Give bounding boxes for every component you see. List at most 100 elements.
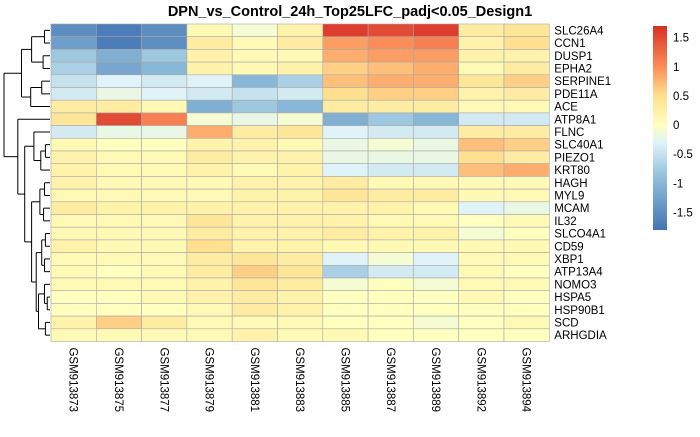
heatmap-cell — [322, 61, 369, 76]
row-label: HAGH — [554, 178, 587, 190]
heatmap-cell — [367, 23, 414, 37]
heatmap-cell — [367, 176, 414, 190]
row-label: SCD — [554, 317, 578, 329]
heatmap-cell — [458, 125, 505, 139]
heatmap-cell — [96, 315, 142, 330]
heatmap-cell — [503, 87, 550, 101]
heatmap-cell — [277, 277, 324, 291]
legend-colorbar — [653, 26, 667, 230]
heatmap-cell — [413, 74, 459, 88]
legend-tick-label: -1.5 — [673, 208, 693, 220]
heatmap-cell — [50, 188, 97, 203]
column-label: GSM913885 — [338, 348, 350, 413]
heatmap-cell — [503, 138, 550, 152]
heatmap-cell — [277, 176, 324, 190]
heatmap-cell — [503, 61, 550, 76]
heatmap-cell — [231, 328, 278, 342]
heatmap-cell — [503, 214, 550, 228]
row-label: HSP90B1 — [554, 305, 605, 317]
row-labels: SLC26A4CCN1DUSP1EPHA2SERPINE1PDE11AACEAT… — [554, 25, 611, 342]
row-label: ATP8A1 — [554, 114, 596, 126]
heatmap-cell — [186, 252, 233, 266]
column-label: GSM913883 — [293, 348, 305, 413]
heatmap-cell — [141, 138, 188, 152]
heatmap-cell — [503, 125, 550, 139]
heatmap-cell — [322, 264, 369, 279]
heatmap-cell — [277, 201, 324, 215]
heatmap-cell — [96, 201, 142, 215]
heatmap-cell — [50, 125, 97, 139]
heatmap-cell — [322, 36, 369, 50]
heatmap-cell — [367, 138, 414, 152]
heatmap-cell — [186, 328, 233, 342]
heatmap-cell — [231, 87, 278, 101]
heatmap-cell — [367, 264, 414, 279]
heatmap-cell — [322, 226, 369, 241]
heatmap-cell — [231, 201, 278, 215]
heatmap-cell — [322, 112, 369, 126]
heatmap-cell — [186, 290, 233, 304]
heatmap-cell — [413, 290, 459, 304]
heatmap-cell — [458, 201, 505, 215]
heatmap-cell — [277, 303, 324, 317]
heatmap-cell — [322, 23, 369, 37]
heatmap-cell — [231, 61, 278, 76]
column-labels: GSM913873 GSM913875 GSM913877 GSM913879 GSM9… — [67, 348, 532, 413]
heatmap-cell — [458, 252, 505, 266]
heatmap-cell — [322, 239, 369, 253]
heatmap-cell — [141, 201, 188, 215]
row-label: SLCO4A1 — [554, 229, 606, 241]
heatmap-cell — [413, 61, 459, 76]
heatmap-cell — [141, 61, 188, 76]
heatmap-cell — [277, 150, 324, 164]
heatmap-cell — [231, 315, 278, 330]
row-label: SLC26A4 — [554, 25, 604, 37]
column-label: GSM913887 — [384, 348, 396, 413]
row-label: MYL9 — [554, 190, 584, 202]
heatmap-cell — [50, 226, 97, 241]
heatmap-cell — [186, 87, 233, 101]
heatmap-cell — [458, 239, 505, 253]
heatmap-cell — [186, 49, 233, 63]
heatmap-cell — [277, 252, 324, 266]
heatmap-cell — [322, 303, 369, 317]
heatmap-cell — [458, 23, 505, 37]
column-label: GSM913879 — [203, 348, 215, 413]
heatmap-cell — [186, 226, 233, 241]
legend-tick-label: 1 — [673, 62, 679, 74]
heatmap-cell — [413, 239, 459, 253]
heatmap-cell — [503, 328, 550, 342]
heatmap-cell — [458, 277, 505, 291]
column-label: GSM913881 — [248, 348, 260, 413]
heatmap-cell — [141, 74, 188, 88]
heatmap-cell — [231, 150, 278, 164]
row-label: CD59 — [554, 241, 583, 253]
heatmap-cell — [141, 150, 188, 164]
heatmap-cell — [367, 188, 414, 203]
heatmap-cell — [50, 49, 97, 63]
heatmap-cell — [96, 226, 142, 241]
row-label: ATP13A4 — [554, 267, 603, 279]
heatmap-cell — [367, 201, 414, 215]
heatmap-cell — [322, 214, 369, 228]
heatmap-cell — [277, 163, 324, 177]
heatmap-cell — [413, 87, 459, 101]
heatmap-cell — [277, 125, 324, 139]
heatmap-cell — [367, 99, 414, 114]
legend-tick-label: 1.5 — [673, 33, 689, 45]
heatmap-cell — [277, 36, 324, 50]
heatmap-cell — [458, 112, 505, 126]
heatmap-cell — [413, 23, 459, 37]
heatmap-cell — [277, 226, 324, 241]
heatmap-cell — [231, 252, 278, 266]
heatmap-cell — [50, 23, 97, 37]
heatmap-cell — [231, 163, 278, 177]
heatmap-cell — [413, 315, 459, 330]
heatmap-cell — [367, 87, 414, 101]
heatmap-cell — [503, 99, 550, 114]
row-dendrogram — [3, 29, 50, 336]
heatmap-cell — [413, 328, 459, 342]
heatmap-cell — [413, 303, 459, 317]
heatmap-cell — [141, 23, 188, 37]
heatmap-cell — [413, 36, 459, 50]
